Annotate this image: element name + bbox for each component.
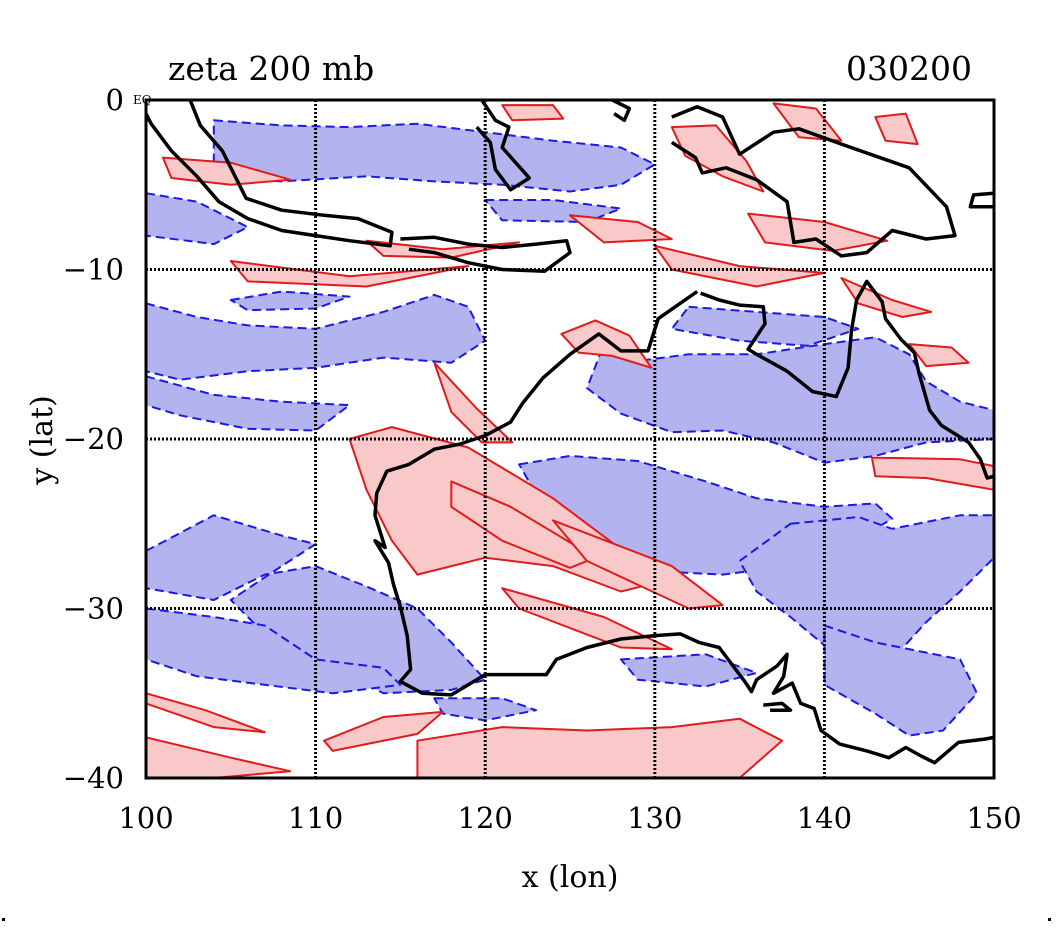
positive-vorticity-region [552, 519, 724, 610]
coastline [968, 191, 994, 209]
positive-vorticity-region [450, 480, 597, 569]
coastline [373, 290, 994, 765]
map-layer [146, 100, 994, 778]
negative-vorticity-region [146, 607, 402, 695]
positive-vorticity-region [433, 361, 514, 444]
negative-vorticity-layer [146, 119, 994, 737]
positive-vorticity-region [323, 710, 444, 752]
coastline [475, 100, 532, 192]
positive-vorticity-region [501, 104, 565, 122]
x-tick-label: 110 [288, 801, 343, 835]
coastline [146, 100, 394, 248]
coastline [763, 701, 793, 712]
positive-vorticity-region [162, 156, 292, 186]
corner-mark-bl [2, 918, 5, 921]
negative-vorticity-region [212, 119, 656, 193]
negative-vorticity-region [738, 514, 994, 661]
y-tick-label: −40 [63, 761, 124, 795]
negative-vorticity-region [619, 653, 758, 688]
coastline [670, 105, 957, 258]
coastline [400, 235, 572, 273]
coastline [611, 100, 632, 123]
negative-vorticity-region [229, 290, 351, 312]
x-tick-label: 120 [458, 801, 513, 835]
positive-vorticity-region [146, 736, 292, 778]
y-tick-label: −30 [63, 592, 124, 626]
positive-vorticity-region [416, 717, 783, 778]
x-tick-label: 100 [118, 801, 173, 835]
positive-vorticity-region [229, 260, 470, 288]
positive-vorticity-region [772, 102, 843, 142]
positive-vorticity-region [870, 456, 994, 491]
corner-mark-br [1048, 918, 1051, 921]
negative-vorticity-region [823, 624, 978, 737]
x-tick-label: 150 [966, 801, 1021, 835]
coastline-layer [146, 100, 994, 765]
y-axis-label: y (lat) [25, 395, 60, 485]
map-title: zeta 200 mb [168, 49, 374, 88]
positive-vorticity-region [747, 212, 889, 252]
tick-layer: 100 110 120 130 140 150 0 −10 −20 −30 −40 [63, 83, 1022, 835]
x-axis-label: x (lon) [522, 860, 619, 895]
coastline [699, 279, 994, 480]
y-tick-label: 0 [106, 83, 124, 117]
plot-frame [144, 98, 996, 780]
eq-label: EQ [133, 93, 152, 107]
map-timestamp: 030200 [846, 49, 972, 88]
negative-vorticity-region [586, 336, 994, 464]
x-tick-label: 140 [797, 801, 852, 835]
grid-layer [146, 100, 994, 778]
positive-vorticity-region [569, 214, 673, 244]
positive-vorticity-region [874, 112, 919, 146]
positive-vorticity-region [146, 692, 266, 734]
positive-vorticity-region [560, 319, 653, 369]
positive-vorticity-region [653, 244, 826, 288]
y-tick-label: −10 [63, 253, 124, 287]
y-tick-label: −20 [63, 422, 124, 456]
negative-vorticity-region [146, 375, 351, 432]
positive-vorticity-region [908, 343, 970, 368]
negative-vorticity-region [146, 192, 249, 246]
x-tick-label: 130 [627, 801, 682, 835]
positive-vorticity-region [501, 587, 673, 651]
